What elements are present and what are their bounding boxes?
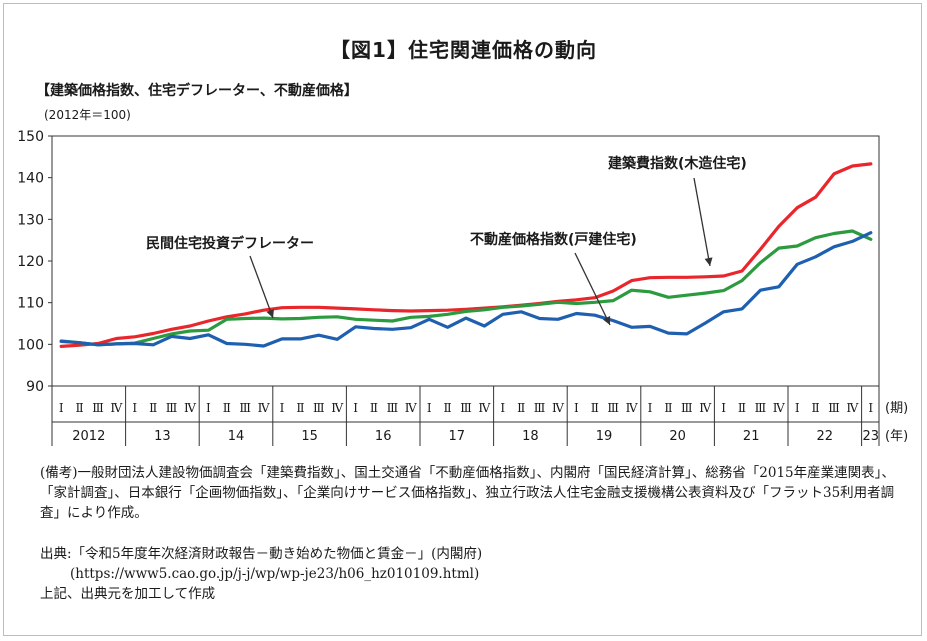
quarter-label: Ⅲ xyxy=(387,401,399,415)
quarter-label: Ⅱ xyxy=(517,401,525,415)
year-label: 18 xyxy=(522,429,539,444)
annotation-label: 不動産価格指数(戸建住宅) xyxy=(470,231,637,248)
quarter-label: Ⅰ xyxy=(648,401,653,415)
quarter-label: Ⅱ xyxy=(76,401,84,415)
quarter-label: Ⅳ xyxy=(110,401,123,415)
quarter-label: Ⅲ xyxy=(460,401,472,415)
quarter-label: Ⅳ xyxy=(405,401,418,415)
quarter-label: Ⅰ xyxy=(500,401,505,415)
figure-frame xyxy=(3,3,922,636)
quarter-label: Ⅲ xyxy=(755,401,767,415)
quarter-label: Ⅱ xyxy=(738,401,746,415)
quarter-label: Ⅳ xyxy=(258,401,271,415)
quarter-label: Ⅲ xyxy=(681,401,693,415)
source-credit: 上記、出典元を加工して作成 xyxy=(40,586,216,602)
y-tick-label: 100 xyxy=(17,337,44,353)
quarter-label: Ⅲ xyxy=(828,401,840,415)
quarter-label: Ⅱ xyxy=(444,401,452,415)
quarter-label: Ⅰ xyxy=(206,401,211,415)
year-label: 17 xyxy=(449,429,466,444)
quarter-label: Ⅲ xyxy=(313,401,325,415)
quarter-label: Ⅲ xyxy=(239,401,251,415)
year-label: 16 xyxy=(375,429,392,444)
quarter-label: Ⅱ xyxy=(591,401,599,415)
source-block: 出典:「令和5年度年次経済財政報告－動き始めた物価と賃金－」(内閣府) (htt… xyxy=(40,544,482,604)
quarter-label: Ⅳ xyxy=(773,401,786,415)
year-label: 14 xyxy=(228,429,245,444)
unit-label: (2012年＝100) xyxy=(44,108,131,122)
quarter-label: Ⅲ xyxy=(534,401,546,415)
year-label: 20 xyxy=(669,429,686,444)
quarter-label: Ⅱ xyxy=(812,401,820,415)
year-label: 2012 xyxy=(72,429,105,444)
quarter-label: Ⅳ xyxy=(184,401,197,415)
y-tick-label: 150 xyxy=(17,129,44,145)
note-text: (備考)一般財団法人建設物価調査会「建築費指数」、国土交通省「不動産価格指数」、… xyxy=(40,465,895,521)
annotation-label: 建築費指数(木造住宅) xyxy=(608,155,747,172)
quarter-label: Ⅱ xyxy=(296,401,304,415)
quarter-label: Ⅳ xyxy=(846,401,859,415)
quarter-label: Ⅰ xyxy=(795,401,800,415)
quarter-label: Ⅳ xyxy=(626,401,639,415)
series-line-0 xyxy=(59,162,873,348)
x-year-label: (年) xyxy=(885,429,908,444)
annotation-arrow xyxy=(693,177,711,267)
annotation-arrow xyxy=(574,252,611,326)
quarter-label: Ⅱ xyxy=(664,401,672,415)
plot-area xyxy=(51,135,880,387)
quarter-label: Ⅳ xyxy=(699,401,712,415)
y-tick-label: 90 xyxy=(26,379,44,395)
quarter-label: Ⅰ xyxy=(59,401,64,415)
x-period-label: (期) xyxy=(885,401,908,416)
source-line: 出典:「令和5年度年次経済財政報告－動き始めた物価と賃金－」(内閣府) xyxy=(40,546,483,562)
quarter-label: Ⅲ xyxy=(92,401,104,415)
annotation-arrowhead xyxy=(266,309,274,318)
quarter-label: Ⅳ xyxy=(478,401,491,415)
year-label: 21 xyxy=(743,429,760,444)
year-label: 23 xyxy=(863,429,880,444)
quarter-label: Ⅳ xyxy=(331,401,344,415)
quarter-label: Ⅰ xyxy=(353,401,358,415)
quarter-label: Ⅰ xyxy=(280,401,285,415)
quarter-label: Ⅰ xyxy=(868,401,873,415)
chart-subtitle: 【建築価格指数、住宅デフレーター、不動産価格】 xyxy=(36,83,358,99)
y-tick-label: 140 xyxy=(17,171,44,187)
quarter-label: Ⅱ xyxy=(223,401,231,415)
quarter-label: Ⅱ xyxy=(149,401,157,415)
year-label: 13 xyxy=(154,429,171,444)
year-label: 19 xyxy=(596,429,613,444)
annotation-arrowhead xyxy=(704,257,713,266)
series-line-1 xyxy=(59,229,873,347)
quarter-label: Ⅰ xyxy=(427,401,432,415)
quarter-label: Ⅰ xyxy=(721,401,726,415)
year-label: 15 xyxy=(301,429,318,444)
quarter-label: Ⅱ xyxy=(370,401,378,415)
annotation-arrowhead xyxy=(602,316,611,325)
quarter-label: Ⅲ xyxy=(607,401,619,415)
quarter-label: Ⅲ xyxy=(166,401,178,415)
page-title: 【図1】住宅関連価格の動向 xyxy=(330,38,597,62)
annotation-label: 民間住宅投資デフレーター xyxy=(146,235,314,252)
annotation-arrow xyxy=(249,255,274,319)
source-url: (https://www5.cao.go.jp/j-j/wp/wp-je23/h… xyxy=(70,566,480,582)
quarter-label: Ⅳ xyxy=(552,401,565,415)
series-line-2 xyxy=(59,231,873,348)
quarter-label: Ⅰ xyxy=(132,401,137,415)
y-tick-label: 120 xyxy=(17,254,44,270)
year-label: 22 xyxy=(817,429,834,444)
y-tick-label: 130 xyxy=(17,212,44,228)
y-tick-label: 110 xyxy=(17,296,44,312)
quarter-label: Ⅰ xyxy=(574,401,579,415)
